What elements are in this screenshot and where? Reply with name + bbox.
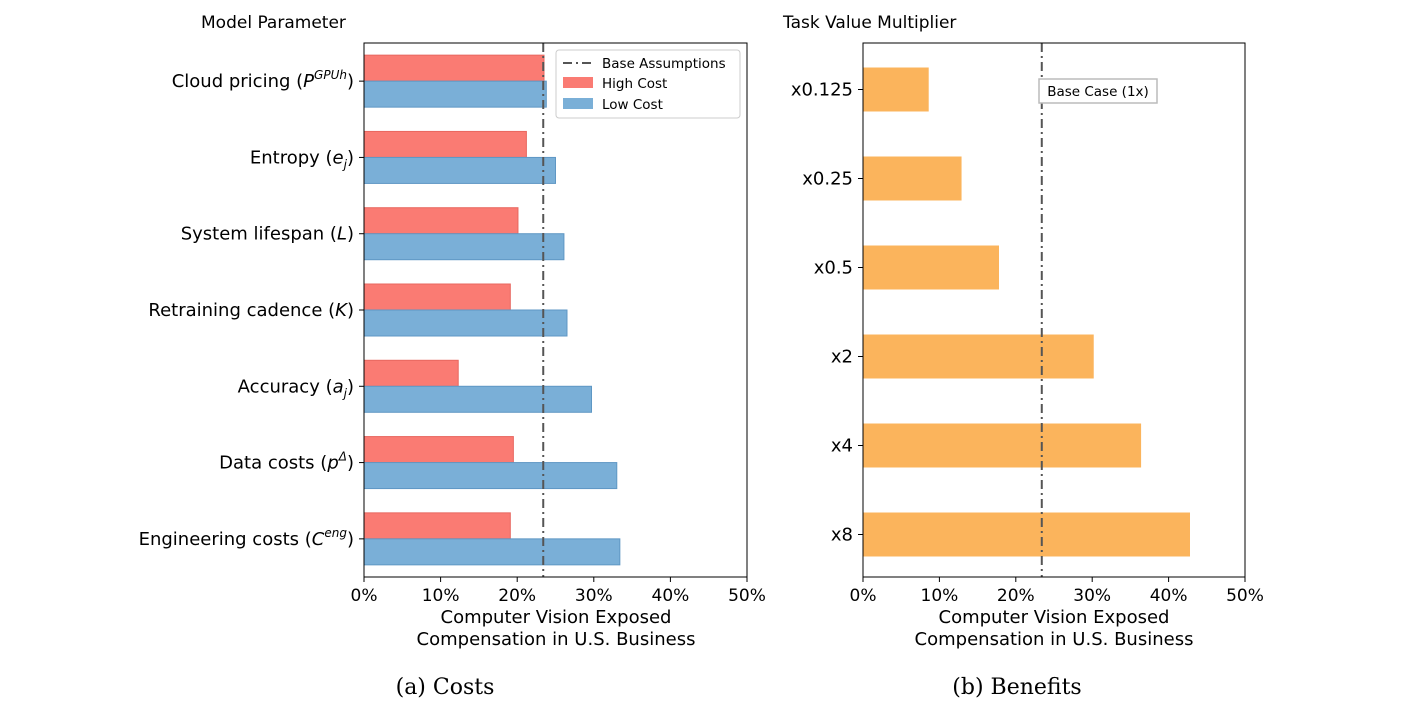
bar-multiplier-x4 [863,423,1142,468]
bar-high-cost-cloud-pricing [363,54,545,82]
bar-low-cost-engineering-costs [363,538,621,566]
x-tick-label: 30% [575,586,613,606]
bar-low-cost-retraining-cadence [363,309,568,337]
bar-multiplier-x0-125 [863,67,929,112]
costs-bars [363,54,621,566]
category-label-accuracy: Accuracy (aj) [238,376,354,400]
bar-multiplier-x2 [863,334,1094,379]
x-tick-label: 40% [652,586,690,606]
legend-high-cost-swatch [563,77,593,88]
category-label-data-costs: Data costs (pΔ) [219,450,354,474]
category-label-cloud-pricing: Cloud pricing (PGPUh) [172,68,354,92]
x-tick-label: 40% [1150,586,1188,606]
benefits-panel: Task Value Multiplier x0.125x0.25x0.5x2x… [782,13,1264,700]
base-case-label: Base Case (1x) [1047,84,1149,100]
category-label-entropy: Entropy (ej) [250,147,354,171]
bar-low-cost-entropy [363,156,556,184]
x-tick-label: 50% [728,586,766,606]
category-label-x2: x2 [831,347,853,368]
costs-caption: (a) Costs [396,675,495,700]
x-tick-label: 30% [1073,586,1111,606]
category-label-x4: x4 [831,436,853,457]
x-tick-label: 0% [351,586,378,606]
base-case-label-box [1038,78,1158,104]
benefits-category-labels: x0.125 x0.25 x0.5 x2 x4 x8 [791,80,863,546]
benefits-bars [863,67,1190,557]
x-tick-label: 20% [498,586,536,606]
category-label-x0-25: x0.25 [802,169,853,190]
legend-base-assumptions-label: Base Assumptions [602,56,726,72]
legend-high-cost-label: High Cost [602,76,667,92]
costs-panel-title: Model Parameter [201,13,346,33]
legend-box [555,49,741,119]
benefits-plot-frame [862,42,1246,578]
x-tick-label: 10% [921,586,959,606]
costs-x-axis-label-line2: Compensation in U.S. Business [417,629,696,650]
category-label-x8: x8 [831,525,853,546]
x-tick-label: 10% [422,586,460,606]
x-tick-label: 20% [997,586,1035,606]
bar-high-cost-data-costs [363,436,514,464]
bar-high-cost-retraining-cadence [363,283,511,311]
bar-high-cost-accuracy [363,359,459,387]
bar-high-cost-engineering-costs [363,512,511,540]
category-label-system-lifespan: System lifespan (L) [181,224,354,245]
category-label-x0-125: x0.125 [791,80,853,101]
benefits-x-ticks: 0% 10% 20% 30% 40% 50% [850,577,1264,606]
costs-category-labels: Cloud pricing (PGPUh) Entropy (ej) System … [139,68,364,550]
legend-low-cost-label: Low Cost [602,97,663,113]
costs-plot-frame [363,42,748,578]
benefits-caption: (b) Benefits [952,675,1081,700]
category-label-engineering-costs: Engineering costs (Ceng) [139,526,354,550]
costs-panel: Model Parameter Cloud pricing (PGPUh) Ent… [139,13,766,700]
bar-high-cost-entropy [363,130,527,158]
category-label-x0-5: x0.5 [814,258,853,279]
bar-low-cost-system-lifespan [363,233,565,261]
costs-legend: Base Assumptions High Cost Low Cost [555,49,741,119]
x-tick-label: 50% [1226,586,1264,606]
bar-low-cost-cloud-pricing [363,80,547,108]
legend-low-cost-swatch [563,98,593,109]
bar-multiplier-x0-5 [863,245,999,290]
category-label-retraining-cadence: Retraining cadence (K) [148,300,354,321]
bar-low-cost-accuracy [363,385,593,413]
benefits-x-axis-label-line1: Computer Vision Exposed [939,607,1170,628]
bar-multiplier-x0-25 [863,156,962,201]
benefits-x-axis-label-line2: Compensation in U.S. Business [915,629,1194,650]
bar-multiplier-x8 [863,512,1190,557]
benefits-panel-title: Task Value Multiplier [782,13,956,33]
bar-low-cost-data-costs [363,462,618,490]
costs-x-ticks: 0% 10% 20% 30% 40% 50% [351,577,766,606]
x-tick-label: 0% [850,586,877,606]
bar-high-cost-system-lifespan [363,207,519,235]
costs-x-axis-label-line1: Computer Vision Exposed [441,607,672,628]
